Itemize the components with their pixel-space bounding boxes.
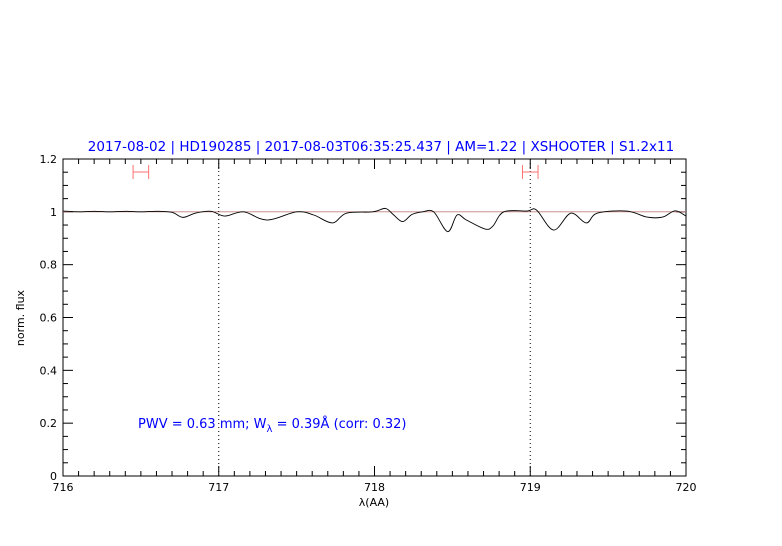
- annotation-suffix: = 0.39Å (corr: 0.32): [272, 416, 406, 432]
- x-axis-label: λ(AA): [359, 496, 389, 509]
- chart-title: 2017-08-02 | HD190285 | 2017-08-03T06:35…: [88, 139, 674, 155]
- pwv-annotation: PWV = 0.63 mm; Wλ = 0.39Å (corr: 0.32): [138, 416, 407, 435]
- x-tick-label: 716: [53, 481, 74, 494]
- annotation-subscript: λ: [267, 424, 273, 435]
- range-marker: [521, 165, 539, 179]
- range-marker: [132, 165, 150, 179]
- y-axis-label: norm. flux: [14, 289, 27, 346]
- x-tick-label: 718: [364, 481, 385, 494]
- y-tick-label: 0.2: [40, 417, 58, 430]
- annotation-prefix: PWV = 0.63 mm; W: [138, 417, 267, 432]
- y-tick-label: 1: [50, 206, 57, 219]
- y-tick-label: 0.8: [40, 259, 58, 272]
- spectrum-line: [62, 207, 687, 233]
- y-tick-label: 0.4: [40, 364, 58, 377]
- x-tick-label: 719: [520, 481, 541, 494]
- y-tick-label: 1.2: [40, 153, 58, 166]
- x-tick-label: 720: [676, 481, 697, 494]
- y-tick-label: 0.6: [40, 312, 58, 325]
- y-tick-label: 0: [50, 470, 57, 483]
- x-tick-label: 717: [208, 481, 229, 494]
